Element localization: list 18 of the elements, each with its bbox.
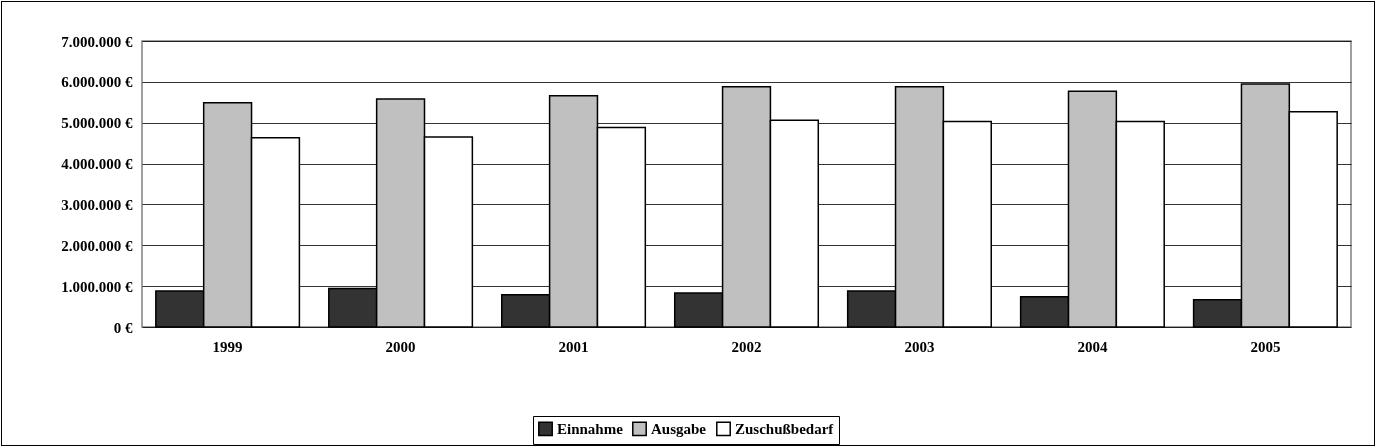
y-tick-label: 0 € xyxy=(113,319,133,336)
legend-label: Zuschußbedarf xyxy=(735,420,835,437)
x-tick-label: 2005 xyxy=(1250,338,1281,355)
legend-label: Einnahme xyxy=(557,420,624,437)
x-tick-label: 2000 xyxy=(385,338,416,355)
y-tick-label: 1.000.000 € xyxy=(61,278,133,295)
y-tick-label: 3.000.000 € xyxy=(61,196,133,213)
x-tick-label: 2002 xyxy=(731,338,762,355)
y-tick-label: 6.000.000 € xyxy=(61,74,133,91)
x-tick-label: 2001 xyxy=(558,338,589,355)
y-tick-label: 2.000.000 € xyxy=(61,237,133,254)
legend-label: Ausgabe xyxy=(651,420,707,437)
x-tick-label: 1999 xyxy=(212,338,243,355)
x-tick-label: 2004 xyxy=(1077,338,1108,355)
y-tick-label: 5.000.000 € xyxy=(61,115,133,132)
y-tick-label: 7.000.000 € xyxy=(61,33,133,50)
x-tick-label: 2003 xyxy=(904,338,935,355)
y-tick-label: 4.000.000 € xyxy=(61,156,133,173)
